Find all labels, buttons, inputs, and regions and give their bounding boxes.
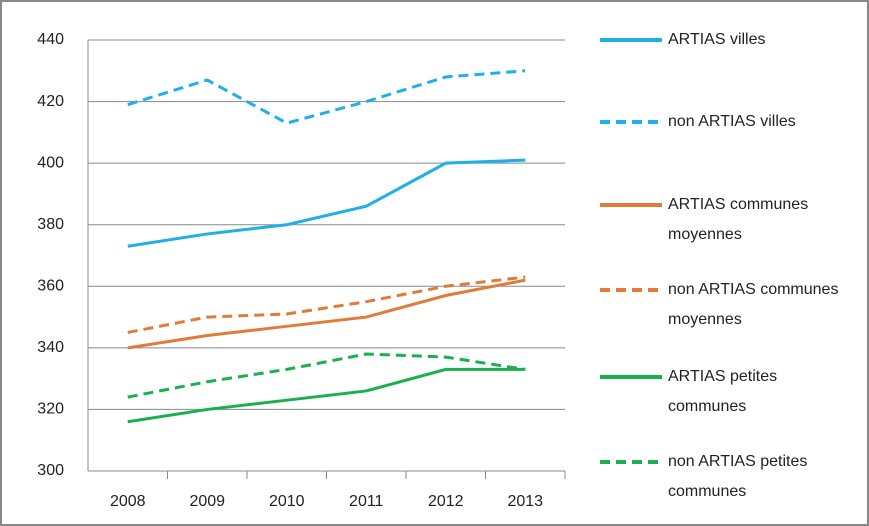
y-tick-label: 340	[37, 339, 64, 356]
data-line	[127, 158, 526, 248]
legend-label: non ARTIAS communes moyennes	[668, 281, 839, 328]
y-tick-label: 400	[37, 154, 64, 171]
legend-label: ARTIAS communes moyennes	[668, 196, 809, 243]
legend-label: non ARTIAS petites communes	[668, 453, 808, 500]
x-tick-label: 2013	[507, 493, 543, 510]
data-line	[127, 367, 526, 424]
y-tick-label: 320	[37, 401, 64, 418]
data-line	[127, 278, 526, 350]
x-tick-label: 2010	[269, 493, 305, 510]
legend-label: ARTIAS villes	[668, 31, 766, 48]
x-tick-label: 2008	[110, 493, 146, 510]
legend-label: ARTIAS petites communes	[668, 368, 778, 415]
x-tick-label: 2012	[428, 493, 464, 510]
data-line	[127, 69, 526, 125]
y-tick-label: 360	[37, 278, 64, 295]
x-tick-label: 2009	[189, 493, 225, 510]
x-tick-label: 2011	[349, 493, 384, 510]
y-tick-label: 420	[37, 93, 64, 110]
data-line	[127, 352, 526, 399]
y-tick-label: 380	[37, 216, 64, 233]
data-line	[127, 275, 526, 334]
y-tick-label: 300	[37, 462, 64, 479]
legend-label: non ARTIAS villes	[668, 113, 796, 130]
y-tick-label: 440	[37, 31, 64, 48]
